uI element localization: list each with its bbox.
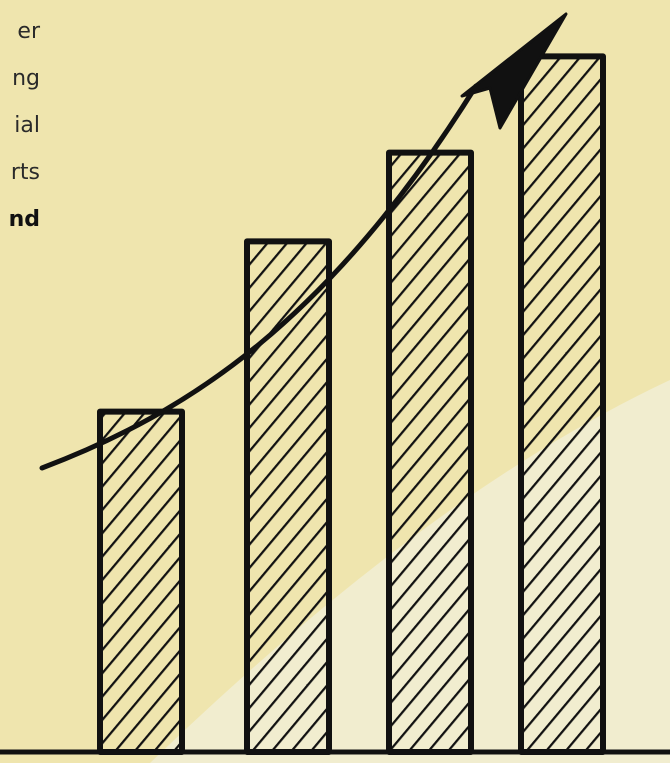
bar-2	[244, 238, 332, 755]
cropped-text-column: er ng ial rts nd	[9, 8, 40, 243]
trend-arrow-line	[39, 83, 479, 471]
bar-4	[518, 53, 606, 755]
bar-3	[386, 149, 474, 756]
text-fragment: er	[17, 19, 40, 44]
text-fragment-bold: nd	[8, 207, 40, 232]
text-fragment: ial	[14, 113, 40, 138]
text-fragment: ng	[12, 66, 40, 91]
bars-layer	[97, 53, 606, 756]
trend-arrow-head	[460, 12, 568, 130]
text-fragment: rts	[10, 160, 40, 185]
bar-1	[97, 408, 185, 755]
